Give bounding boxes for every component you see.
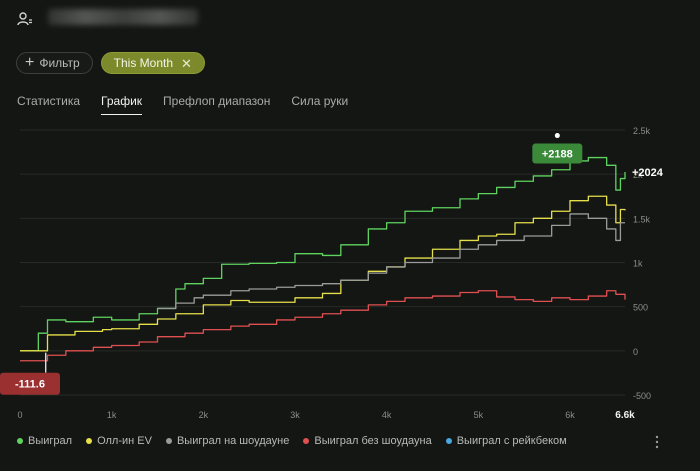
filter-bar: + Фильтр This Month ✕ [16,52,205,76]
add-filter-button[interactable]: + Фильтр [16,52,93,74]
series-line [20,195,626,352]
legend-dot-rakeback [445,438,452,444]
min-annotation-badge [0,372,60,395]
legend-item-allin-ev[interactable]: Олл-ин EV [86,435,152,447]
legend-dot-won [17,438,23,444]
chart-svg[interactable]: -500 0 500 1k 1.5k 2k 2.5k 0 1k 2k 3k 4k 5k 6k 6.6k +21… [0,120,700,430]
user-name-blurred [48,9,198,25]
y-tick-label: 500 [633,303,648,313]
y-tick-label: -500 [633,391,651,401]
series-line [20,156,626,352]
legend-item-showdown[interactable]: Выиграл на шоудауне [165,435,290,447]
tab-hand-strength[interactable]: Сила руки [291,94,349,108]
series-line [157,213,625,310]
legend-label-showdown: Выиграл на шоудауне [176,435,290,447]
max-annotation-badge [532,143,583,164]
y-tick-label: 2k [633,170,643,180]
min-annotation-label: -111.6 [15,379,45,391]
winnings-chart[interactable]: -500 0 500 1k 1.5k 2k 2.5k 0 1k 2k 3k 4k 5k 6k 6.6k +21… [0,120,700,430]
legend-item-won[interactable]: Выиграл [17,435,72,447]
legend-label-rakeback: Выиграл с рейкбеком [456,435,567,447]
y-tick-label: 2.5k [633,126,651,136]
legend-dot-showdown [165,438,172,444]
legend-dot-non-showdown [303,438,310,444]
y-tick-label: 1k [633,259,643,269]
max-marker [554,133,560,139]
x-tick-label: 6k [565,410,575,420]
tab-bar: Статистика График Префлоп диапазон Сила … [17,94,369,115]
more-options-icon[interactable] [652,434,662,450]
x-tick-label: 2k [199,410,209,420]
y-tick-label: 0 [633,347,638,357]
plus-icon: + [25,54,35,71]
header [0,0,700,40]
tab-statistics[interactable]: Статистика [17,94,81,108]
tab-preflop-range[interactable]: Префлоп диапазон [163,94,271,108]
legend-item-rakeback[interactable]: Выиграл с рейкбеком [445,435,567,447]
legend-label-non-showdown: Выиграл без шоудауна [314,435,432,447]
user-icon[interactable] [17,11,33,27]
x-tick-label: 4k [382,410,392,420]
legend-label-won: Выиграл [28,435,73,447]
x-tick-label: 3k [290,410,300,420]
close-icon[interactable]: ✕ [181,55,192,71]
legend-dot-allin-ev [86,438,93,444]
end-value-label: +2024 [632,167,664,179]
legend-item-non-showdown[interactable]: Выиграл без шоудауна [303,435,432,447]
x-tick-label: 0 [17,410,22,420]
series-line [20,290,626,362]
y-tick-label: 1.5k [633,214,651,224]
period-filter-chip[interactable]: This Month ✕ [100,52,205,74]
add-filter-label: Фильтр [39,56,80,70]
legend-label-allin-ev: Олл-ин EV [97,435,152,447]
max-annotation-label: +2188 [542,149,573,161]
chart-legend: Выиграл Олл-ин EV Выиграл на шоудауне Вы… [17,435,567,447]
period-filter-label: This Month [113,56,174,70]
tab-graph[interactable]: График [101,94,143,115]
x-tick-label: 5k [474,410,484,420]
x-tick-label: 1k [107,410,117,420]
x-end-label: 6.6k [615,410,635,421]
